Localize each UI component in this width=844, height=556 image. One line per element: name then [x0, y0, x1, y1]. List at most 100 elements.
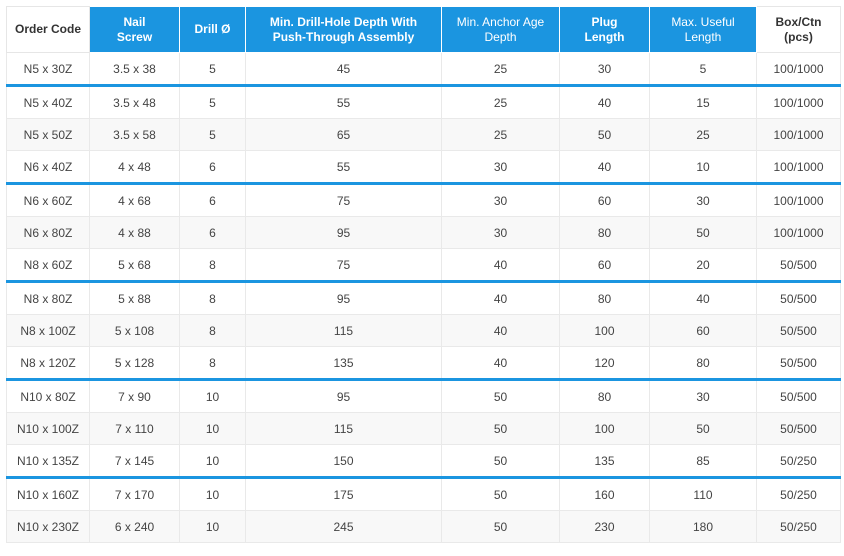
cell-plug-length: 230 — [559, 510, 650, 543]
cell-plug-length: 80 — [559, 280, 650, 315]
header-nail-screw-line2: Screw — [116, 29, 153, 44]
cell-drill-diameter: 6 — [179, 182, 246, 217]
cell-min-drill-hole-depth: 175 — [245, 476, 442, 511]
cell-box-ctn: 100/1000 — [756, 52, 841, 86]
cell-plug-length: 120 — [559, 346, 650, 380]
cell-plug-length: 40 — [559, 150, 650, 184]
cell-order-code: N8 x 100Z — [6, 314, 90, 347]
cell-min-anchor-age-depth: 50 — [441, 510, 560, 543]
cell-min-drill-hole-depth: 55 — [245, 150, 442, 184]
cell-min-anchor-age-depth: 25 — [441, 52, 560, 86]
cell-max-useful-length: 50 — [649, 216, 757, 249]
cell-nail-screw: 7 x 170 — [89, 476, 180, 511]
cell-box-ctn: 50/500 — [756, 314, 841, 347]
cell-min-drill-hole-depth: 115 — [245, 412, 442, 445]
cell-max-useful-length: 30 — [649, 182, 757, 217]
cell-order-code: N5 x 40Z — [6, 84, 90, 119]
cell-order-code: N8 x 80Z — [6, 280, 90, 315]
cell-drill-diameter: 8 — [179, 314, 246, 347]
cell-order-code: N6 x 80Z — [6, 216, 90, 249]
cell-min-anchor-age-depth: 30 — [441, 216, 560, 249]
cell-drill-diameter: 10 — [179, 510, 246, 543]
cell-box-ctn: 100/1000 — [756, 216, 841, 249]
cell-drill-diameter: 10 — [179, 476, 246, 511]
table-row: N10 x 160Z 7 x 170 10 175 50 160 110 50/… — [6, 476, 841, 511]
table-row: N6 x 40Z 4 x 48 6 55 30 40 10 100/1000 — [6, 150, 841, 184]
table-row: N10 x 230Z 6 x 240 10 245 50 230 180 50/… — [6, 510, 841, 543]
header-drill-diameter-label: Drill Ø — [194, 22, 231, 36]
header-plug-length-line2: Length — [584, 29, 625, 44]
cell-min-anchor-age-depth: 30 — [441, 182, 560, 217]
cell-nail-screw: 6 x 240 — [89, 510, 180, 543]
cell-min-drill-hole-depth: 135 — [245, 346, 442, 380]
cell-max-useful-length: 110 — [649, 476, 757, 511]
table-row: N5 x 50Z 3.5 x 58 5 65 25 50 25 100/1000 — [6, 118, 841, 151]
cell-box-ctn: 50/250 — [756, 444, 841, 478]
cell-plug-length: 60 — [559, 182, 650, 217]
cell-order-code: N10 x 230Z — [6, 510, 90, 543]
cell-box-ctn: 50/500 — [756, 280, 841, 315]
cell-min-drill-hole-depth: 115 — [245, 314, 442, 347]
cell-max-useful-length: 80 — [649, 346, 757, 380]
cell-max-useful-length: 85 — [649, 444, 757, 478]
cell-nail-screw: 5 x 108 — [89, 314, 180, 347]
cell-max-useful-length: 10 — [649, 150, 757, 184]
cell-plug-length: 135 — [559, 444, 650, 478]
header-min-anchor-age-depth: Min. Anchor Age Depth — [441, 6, 560, 53]
cell-nail-screw: 5 x 88 — [89, 280, 180, 315]
cell-plug-length: 100 — [559, 314, 650, 347]
cell-nail-screw: 7 x 90 — [89, 378, 180, 413]
cell-nail-screw: 7 x 110 — [89, 412, 180, 445]
cell-max-useful-length: 40 — [649, 280, 757, 315]
table-row: N10 x 80Z 7 x 90 10 95 50 80 30 50/500 — [6, 378, 841, 413]
header-nail-screw-line1: Nail — [123, 14, 146, 29]
table-row: N8 x 80Z 5 x 88 8 95 40 80 40 50/500 — [6, 280, 841, 315]
cell-plug-length: 50 — [559, 118, 650, 151]
cell-box-ctn: 50/500 — [756, 248, 841, 282]
cell-order-code: N6 x 40Z — [6, 150, 90, 184]
cell-plug-length: 160 — [559, 476, 650, 511]
cell-plug-length: 40 — [559, 84, 650, 119]
cell-min-drill-hole-depth: 45 — [245, 52, 442, 86]
cell-min-drill-hole-depth: 245 — [245, 510, 442, 543]
header-min-anchor-age-depth-line2: Depth — [484, 29, 517, 44]
header-order-code-label: Order Code — [14, 22, 81, 36]
table-row: N5 x 40Z 3.5 x 48 5 55 25 40 15 100/1000 — [6, 84, 841, 119]
cell-plug-length: 80 — [559, 378, 650, 413]
cell-max-useful-length: 50 — [649, 412, 757, 445]
cell-nail-screw: 4 x 88 — [89, 216, 180, 249]
cell-nail-screw: 4 x 68 — [89, 182, 180, 217]
cell-order-code: N10 x 100Z — [6, 412, 90, 445]
header-plug-length-line1: Plug — [591, 14, 618, 29]
cell-min-drill-hole-depth: 95 — [245, 280, 442, 315]
cell-min-drill-hole-depth: 150 — [245, 444, 442, 478]
header-max-useful-length-line1: Max. Useful — [671, 14, 735, 29]
cell-plug-length: 60 — [559, 248, 650, 282]
cell-drill-diameter: 10 — [179, 378, 246, 413]
cell-min-drill-hole-depth: 95 — [245, 216, 442, 249]
cell-drill-diameter: 6 — [179, 216, 246, 249]
table-row: N10 x 100Z 7 x 110 10 115 50 100 50 50/5… — [6, 412, 841, 445]
header-box-ctn-line1: Box/Ctn — [775, 14, 822, 29]
cell-box-ctn: 100/1000 — [756, 182, 841, 217]
cell-box-ctn: 100/1000 — [756, 150, 841, 184]
product-spec-table: Order Code Nail Screw Drill Ø Min. Drill… — [6, 6, 841, 543]
header-order-code: Order Code — [6, 6, 90, 53]
header-box-ctn: Box/Ctn (pcs) — [756, 6, 841, 53]
cell-drill-diameter: 10 — [179, 444, 246, 478]
cell-max-useful-length: 20 — [649, 248, 757, 282]
cell-order-code: N10 x 80Z — [6, 378, 90, 413]
cell-drill-diameter: 5 — [179, 84, 246, 119]
cell-min-anchor-age-depth: 40 — [441, 314, 560, 347]
cell-drill-diameter: 10 — [179, 412, 246, 445]
cell-drill-diameter: 6 — [179, 150, 246, 184]
table-row: N5 x 30Z 3.5 x 38 5 45 25 30 5 100/1000 — [6, 52, 841, 86]
cell-drill-diameter: 8 — [179, 346, 246, 380]
cell-max-useful-length: 180 — [649, 510, 757, 543]
header-row: Order Code Nail Screw Drill Ø Min. Drill… — [6, 6, 841, 53]
cell-min-drill-hole-depth: 75 — [245, 182, 442, 217]
cell-min-anchor-age-depth: 40 — [441, 280, 560, 315]
cell-box-ctn: 50/500 — [756, 346, 841, 380]
cell-max-useful-length: 5 — [649, 52, 757, 86]
cell-nail-screw: 4 x 48 — [89, 150, 180, 184]
